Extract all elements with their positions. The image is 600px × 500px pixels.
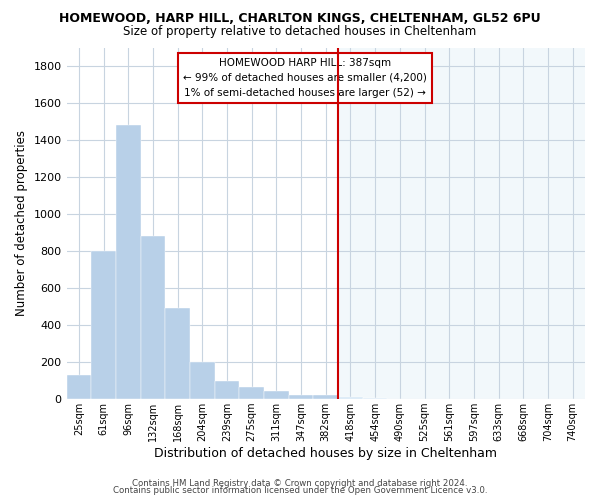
Bar	[67, 375, 91, 399]
Bar	[116, 125, 140, 399]
Bar	[363, 398, 388, 399]
Bar	[239, 387, 264, 399]
Bar	[165, 308, 190, 399]
Text: Contains public sector information licensed under the Open Government Licence v3: Contains public sector information licen…	[113, 486, 487, 495]
Bar	[313, 396, 338, 399]
Bar	[289, 394, 313, 399]
Bar	[264, 391, 289, 399]
Bar	[91, 251, 116, 399]
Text: HOMEWOOD, HARP HILL, CHARLTON KINGS, CHELTENHAM, GL52 6PU: HOMEWOOD, HARP HILL, CHARLTON KINGS, CHE…	[59, 12, 541, 26]
Bar	[338, 398, 363, 399]
Bar	[215, 380, 239, 399]
Bar	[190, 362, 215, 399]
Text: Size of property relative to detached houses in Cheltenham: Size of property relative to detached ho…	[124, 25, 476, 38]
X-axis label: Distribution of detached houses by size in Cheltenham: Distribution of detached houses by size …	[154, 447, 497, 460]
Y-axis label: Number of detached properties: Number of detached properties	[15, 130, 28, 316]
Bar	[338, 48, 585, 399]
Bar	[140, 236, 165, 399]
Text: HOMEWOOD HARP HILL: 387sqm
← 99% of detached houses are smaller (4,200)
1% of se: HOMEWOOD HARP HILL: 387sqm ← 99% of deta…	[183, 58, 427, 98]
Text: Contains HM Land Registry data © Crown copyright and database right 2024.: Contains HM Land Registry data © Crown c…	[132, 478, 468, 488]
Bar	[388, 398, 412, 399]
